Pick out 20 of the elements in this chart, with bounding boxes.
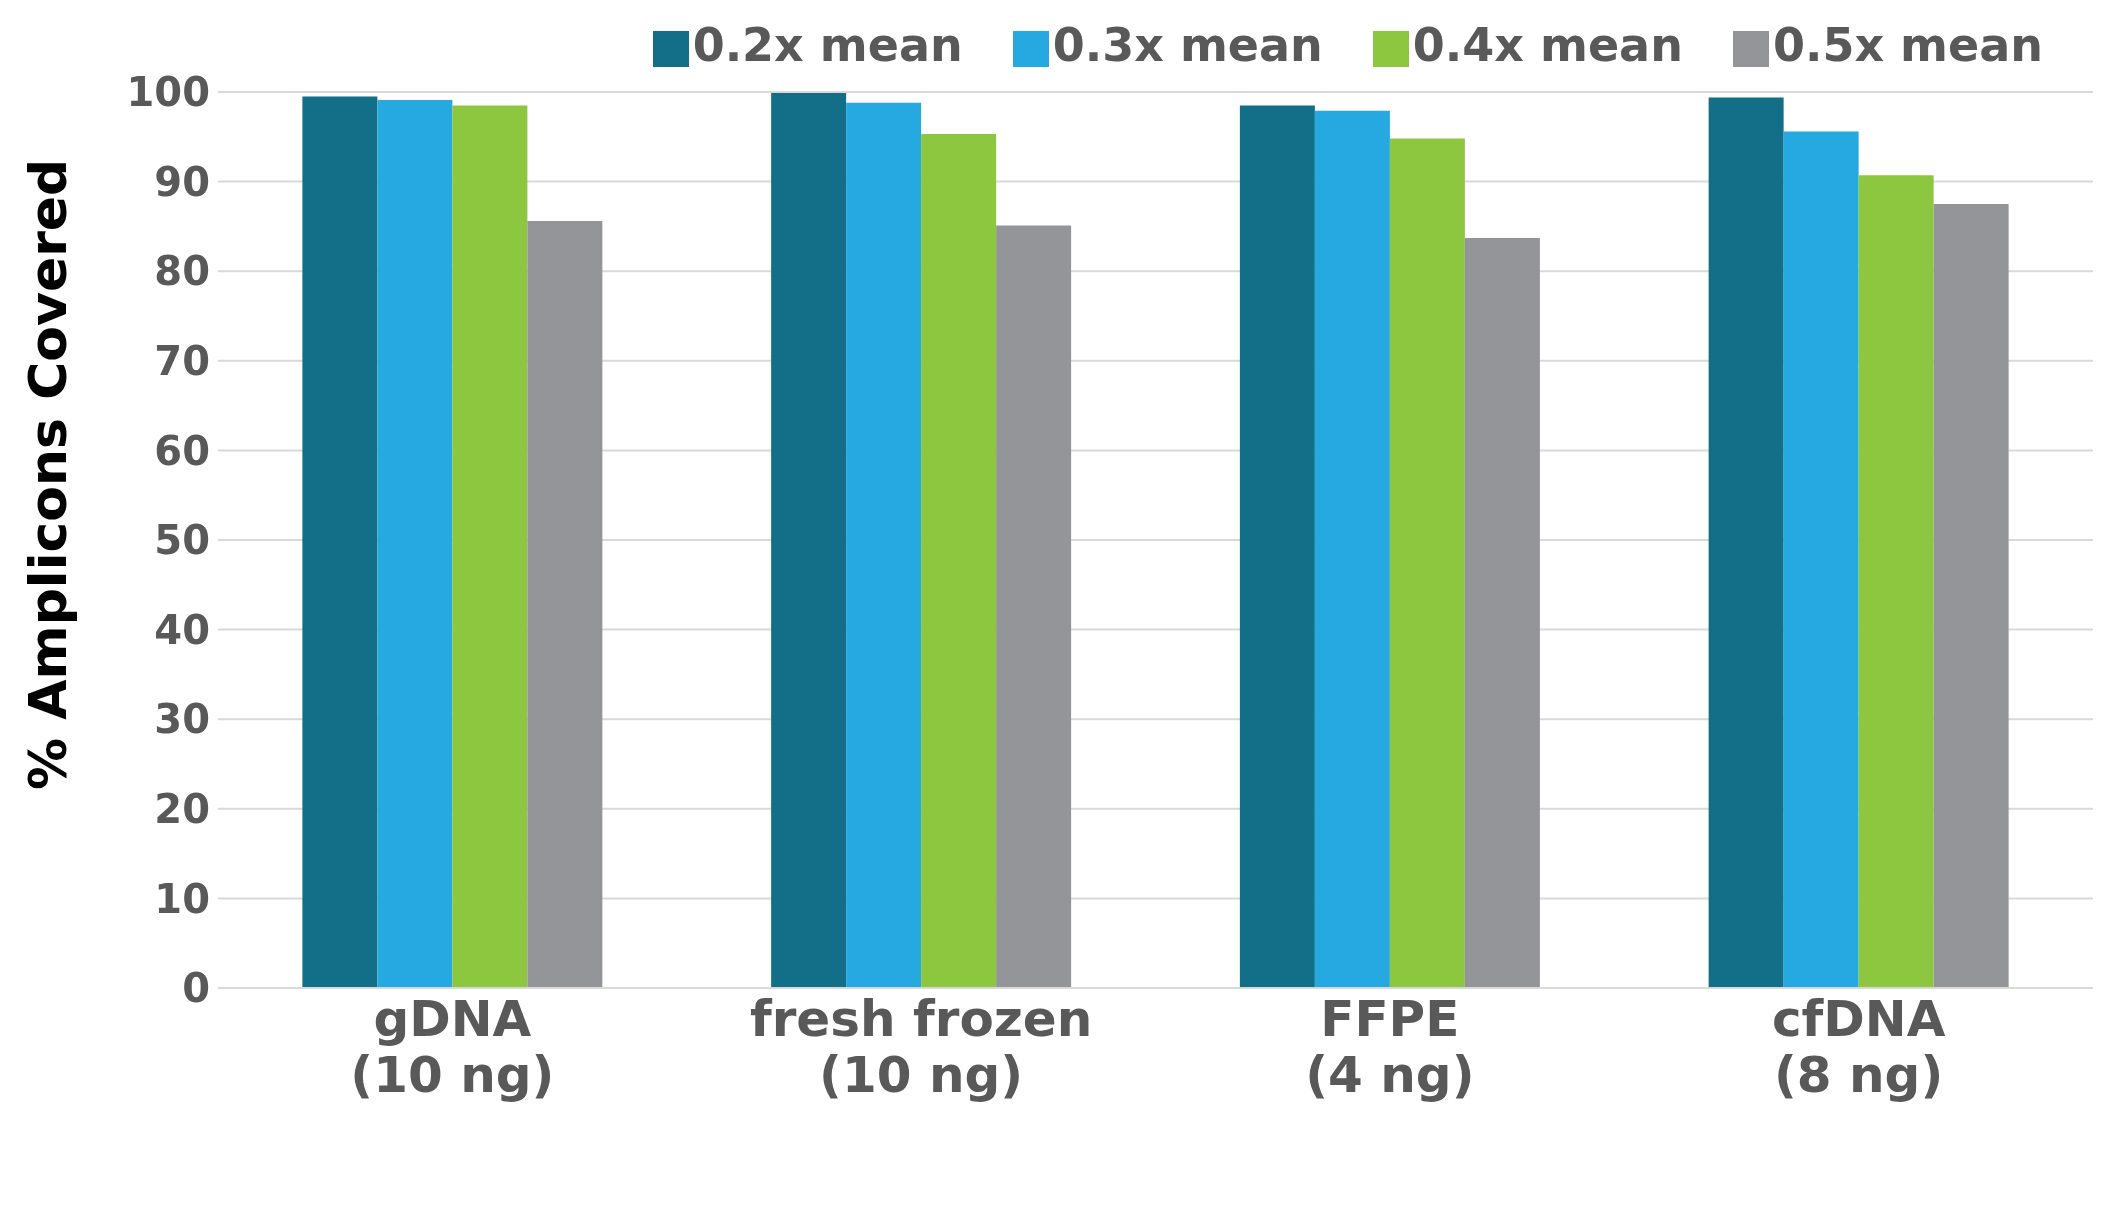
y-tick-label: 80: [154, 248, 210, 295]
y-tick-label: 10: [154, 875, 210, 922]
x-tick-label: cfDNA (8 ng): [1771, 990, 1946, 1104]
legend-label: 0.5x mean: [1772, 18, 2043, 72]
y-tick-label: 70: [154, 338, 210, 384]
y-tick-label: 50: [154, 517, 210, 564]
y-tick-label: 0: [182, 965, 210, 1012]
x-tick-label: FFPE (4 ng): [1305, 990, 1475, 1104]
x-tick-label: fresh frozen (10 ng): [749, 990, 1093, 1104]
y-tick-label: 40: [154, 606, 210, 653]
y-tick-label: 90: [154, 158, 210, 205]
y-tick-label: 30: [154, 696, 210, 743]
y-tick-label: 100: [126, 69, 210, 116]
legend-label: 0.4x mean: [1412, 18, 1683, 72]
y-axis-title: % Amplicons Covered: [18, 158, 79, 790]
legend-label: 0.2x mean: [692, 18, 963, 72]
y-tick-label: 60: [154, 427, 210, 474]
y-tick-label: 20: [154, 786, 210, 832]
legend-label: 0.3x mean: [1052, 18, 1323, 72]
x-tick-label: gDNA (10 ng): [350, 990, 555, 1104]
